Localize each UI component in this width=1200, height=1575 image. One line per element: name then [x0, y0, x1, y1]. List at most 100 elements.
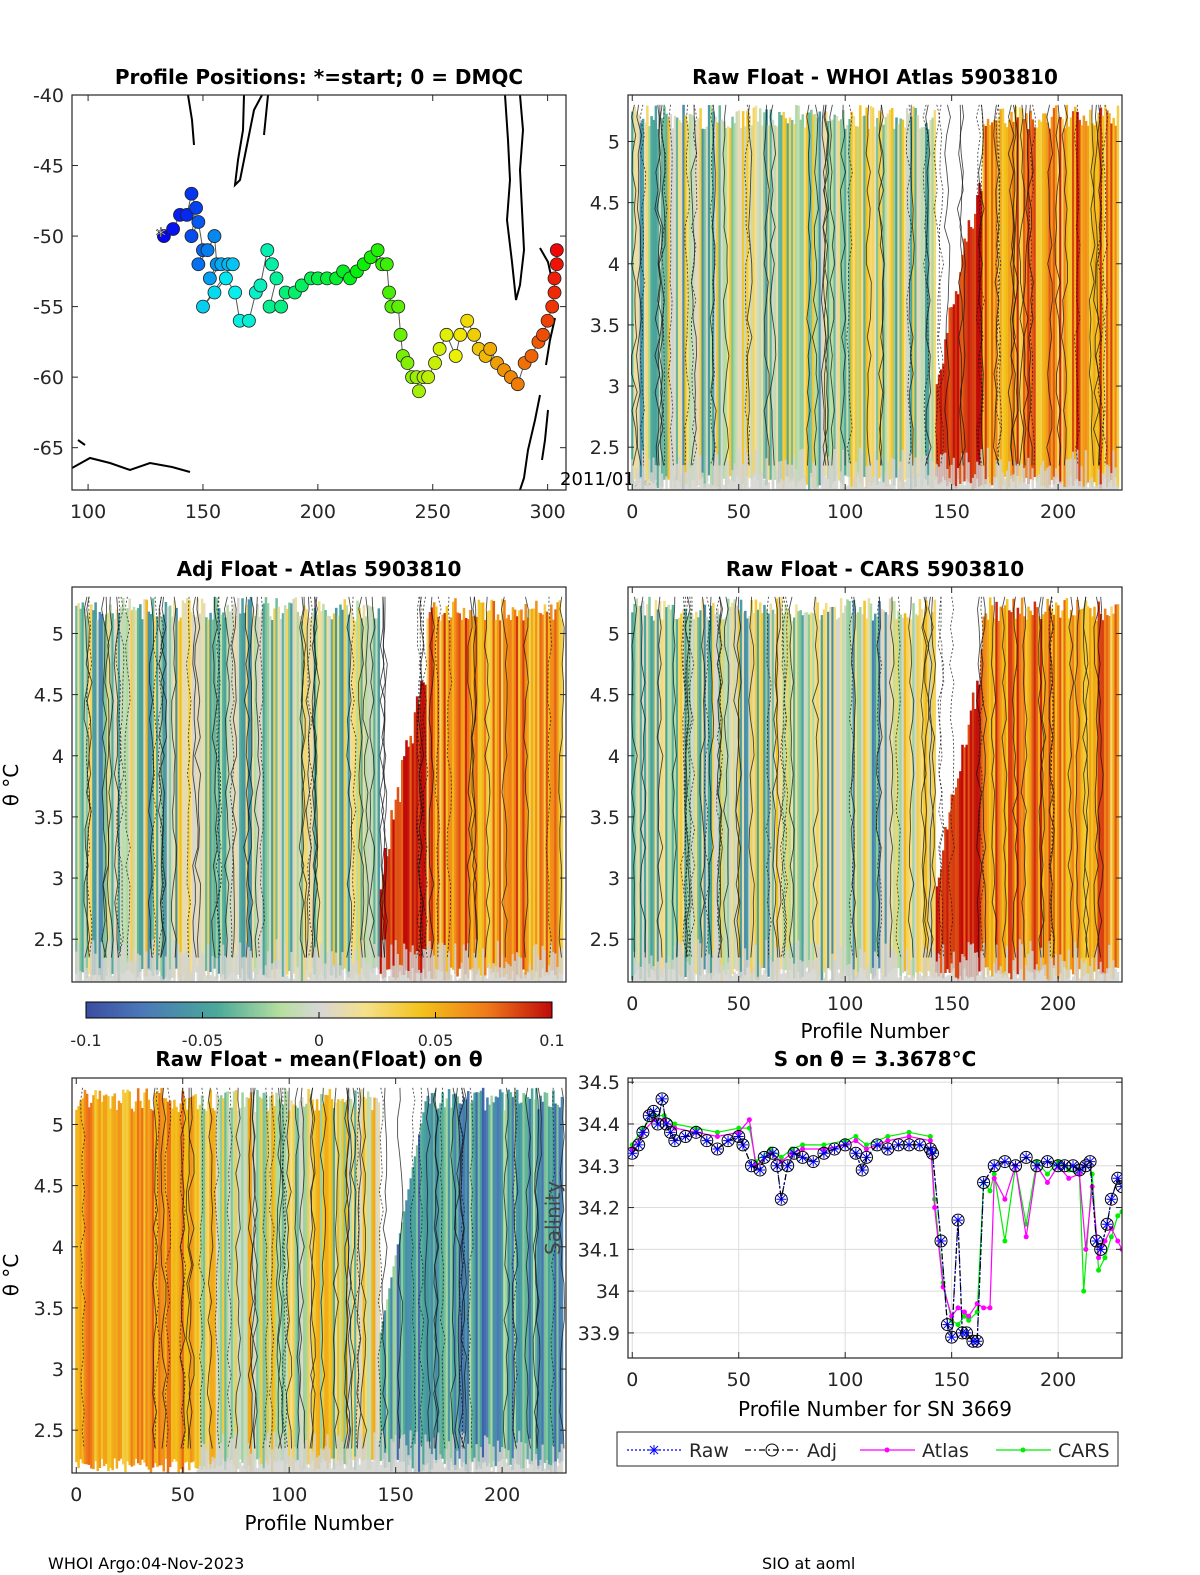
heatmap-column — [988, 597, 992, 971]
contour-line — [311, 596, 318, 958]
heatmap-lowband — [667, 488, 670, 490]
heatmap-lowband — [861, 453, 864, 490]
heatmap-column — [458, 613, 461, 969]
contour-line — [995, 104, 1002, 466]
heatmap-column — [852, 115, 856, 488]
contour-line — [83, 596, 91, 958]
heatmap-lowband — [415, 951, 419, 982]
y-tick-label: -60 — [33, 367, 64, 389]
heatmap-lowband — [160, 976, 163, 982]
heatmap-lowband — [334, 1463, 338, 1473]
heatmap-column — [967, 724, 971, 979]
contour-line — [117, 596, 125, 958]
contour-line — [1061, 104, 1068, 466]
contour-line — [471, 596, 478, 958]
heatmap-column — [254, 616, 257, 981]
heatmap-column — [373, 618, 376, 969]
heatmap-lowband — [507, 1450, 510, 1473]
legend-marker — [649, 1445, 659, 1455]
heatmap-column — [224, 617, 227, 980]
heatmap-lowband — [771, 961, 775, 982]
heatmap-column — [437, 616, 440, 970]
heatmap-lowband — [311, 955, 315, 982]
heatmap-lowband — [518, 956, 521, 982]
heatmap-lowband — [658, 468, 662, 490]
point-atlas — [863, 1146, 869, 1152]
heatmap-lowband — [1065, 969, 1069, 982]
salinity-legend: Raw Adj Atlas CARS — [616, 1431, 1119, 1467]
heatmap-lowband — [381, 1430, 385, 1473]
heatmap-column — [793, 123, 796, 482]
point-adj — [647, 1104, 661, 1118]
point-adj — [1079, 1159, 1093, 1173]
heatmap-lowband — [356, 1440, 359, 1473]
heatmap-lowband — [1063, 486, 1066, 490]
heatmap-column — [784, 604, 788, 971]
contour-line — [895, 596, 902, 958]
y-tick-label: 3 — [52, 1359, 64, 1381]
heatmap-lowband — [447, 1441, 451, 1473]
heatmap-lowband — [409, 1430, 413, 1473]
point-adj — [1089, 1234, 1103, 1248]
heatmap-lowband — [122, 942, 125, 982]
heatmap-lowband — [1046, 467, 1049, 490]
heatmap-column — [750, 125, 753, 479]
heatmap-column — [379, 1332, 383, 1461]
heatmap-lowband — [1012, 474, 1015, 490]
heatmap-column — [441, 1092, 444, 1459]
contour-line — [206, 1087, 214, 1449]
heatmap-lowband — [379, 1464, 383, 1473]
heatmap-column — [974, 213, 977, 488]
heatmap-column — [160, 617, 163, 982]
point-adj — [632, 1138, 646, 1152]
heatmap-column — [119, 606, 123, 974]
contour-line — [680, 596, 687, 958]
heatmap-column — [946, 829, 949, 970]
heatmap-lowband — [720, 965, 724, 982]
heatmap-lowband — [876, 459, 879, 490]
contour-line — [467, 1087, 474, 1449]
heatmap-lowband — [439, 948, 442, 982]
heatmap-lowband — [946, 975, 949, 982]
heatmap-column — [449, 1107, 453, 1462]
heatmap-column — [388, 1288, 391, 1463]
heatmap-column — [937, 374, 941, 485]
heatmap-lowband — [109, 939, 112, 982]
heatmap-column — [113, 619, 117, 982]
y-tick-label: 3.5 — [34, 1298, 64, 1320]
heatmap-column — [950, 307, 954, 484]
heatmap-lowband — [675, 463, 679, 490]
heatmap-lowband — [1080, 466, 1084, 490]
heatmap-column — [411, 1167, 415, 1469]
contour-line — [147, 596, 155, 958]
contour-line — [229, 596, 235, 958]
point-raw — [818, 1148, 829, 1159]
heatmap-column — [852, 600, 856, 981]
heatmap-lowband — [1059, 954, 1062, 982]
heatmap-column — [863, 600, 866, 971]
heatmap-lowband — [931, 943, 934, 982]
heatmap-column — [288, 602, 291, 971]
contour-line — [187, 1087, 195, 1449]
coastline — [72, 95, 556, 490]
heatmap-column — [865, 618, 868, 979]
contour-line — [483, 596, 491, 958]
heatmap-lowband — [1086, 973, 1090, 982]
heatmap-column — [96, 1098, 100, 1472]
contour-line — [639, 104, 647, 466]
heatmap-lowband — [277, 959, 281, 982]
heatmap-lowband — [844, 942, 847, 982]
heatmap-column — [537, 612, 540, 981]
heatmap-column — [956, 778, 960, 982]
heatmap-column — [90, 1102, 93, 1469]
heatmap-column — [332, 613, 336, 968]
heatmap-lowband — [237, 978, 240, 982]
heatmap-lowband — [522, 972, 525, 982]
heatmap-lowband — [286, 975, 289, 982]
heatmap-column — [882, 610, 885, 981]
heatmap-lowband — [75, 951, 78, 982]
axes-frame — [71, 586, 567, 983]
heatmap-column — [409, 1178, 413, 1460]
heatmap-column — [952, 794, 956, 969]
